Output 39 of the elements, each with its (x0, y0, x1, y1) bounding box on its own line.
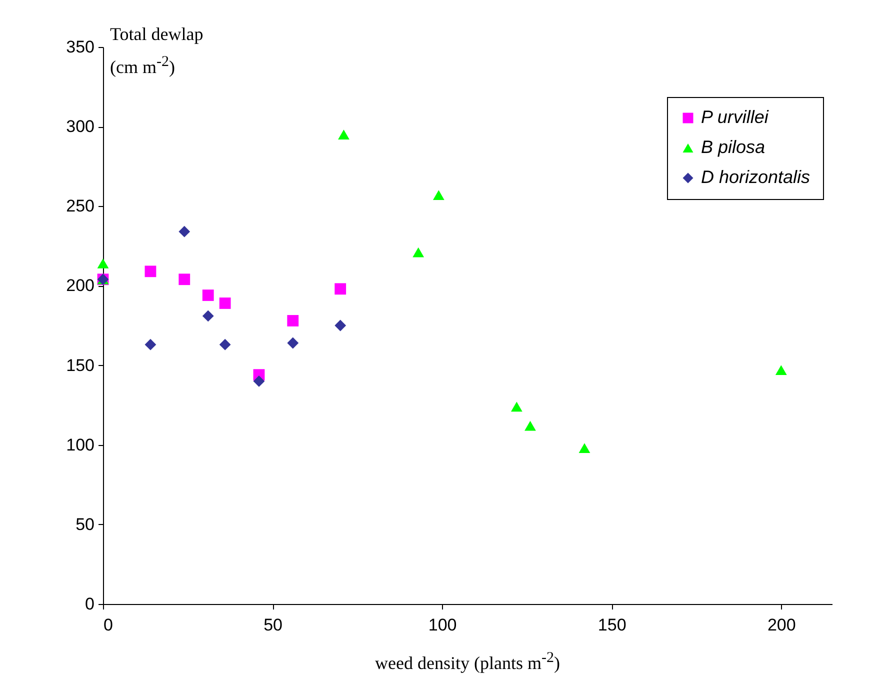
point (219, 298, 231, 309)
x-tick-label: 150 (598, 616, 626, 634)
y-tick-label: 350 (66, 38, 94, 56)
y-tick-label: 100 (66, 435, 94, 454)
y-tick-label: 250 (66, 196, 94, 216)
legend-label: P urvillei (701, 107, 770, 127)
point (219, 338, 231, 350)
point (334, 320, 346, 332)
point (578, 443, 590, 453)
x-axis-title: weed density (plants m$^{-2}$) (374, 650, 561, 674)
point (144, 338, 156, 350)
y-tick-label: 300 (66, 117, 94, 136)
y-tick-label: 0 (85, 594, 94, 614)
point (287, 315, 299, 326)
point (287, 337, 299, 349)
point (510, 402, 522, 412)
x-tick-label: 200 (767, 616, 796, 634)
legend-label: B pilosa (701, 137, 766, 157)
point (412, 247, 424, 258)
point (202, 310, 214, 322)
y-axis-title: Total dewlap (cm m$^{-2}$) (110, 23, 204, 79)
x-tick-label: 50 (264, 616, 282, 634)
x-tick-label: 100 (428, 616, 457, 634)
point (524, 420, 536, 431)
x-tick-label: 0 (104, 616, 113, 634)
legend-label: D horizontalis (701, 167, 810, 187)
y-tick-label: 200 (66, 276, 94, 296)
point (178, 274, 190, 286)
point (338, 130, 350, 140)
point (178, 226, 190, 238)
point (97, 258, 109, 268)
y-tick-label: 50 (76, 514, 94, 534)
point (432, 190, 444, 200)
point (775, 365, 787, 375)
point (253, 376, 265, 387)
point (202, 290, 214, 301)
y-tick-label: 150 (66, 356, 94, 375)
point (334, 283, 346, 295)
point (144, 266, 156, 278)
